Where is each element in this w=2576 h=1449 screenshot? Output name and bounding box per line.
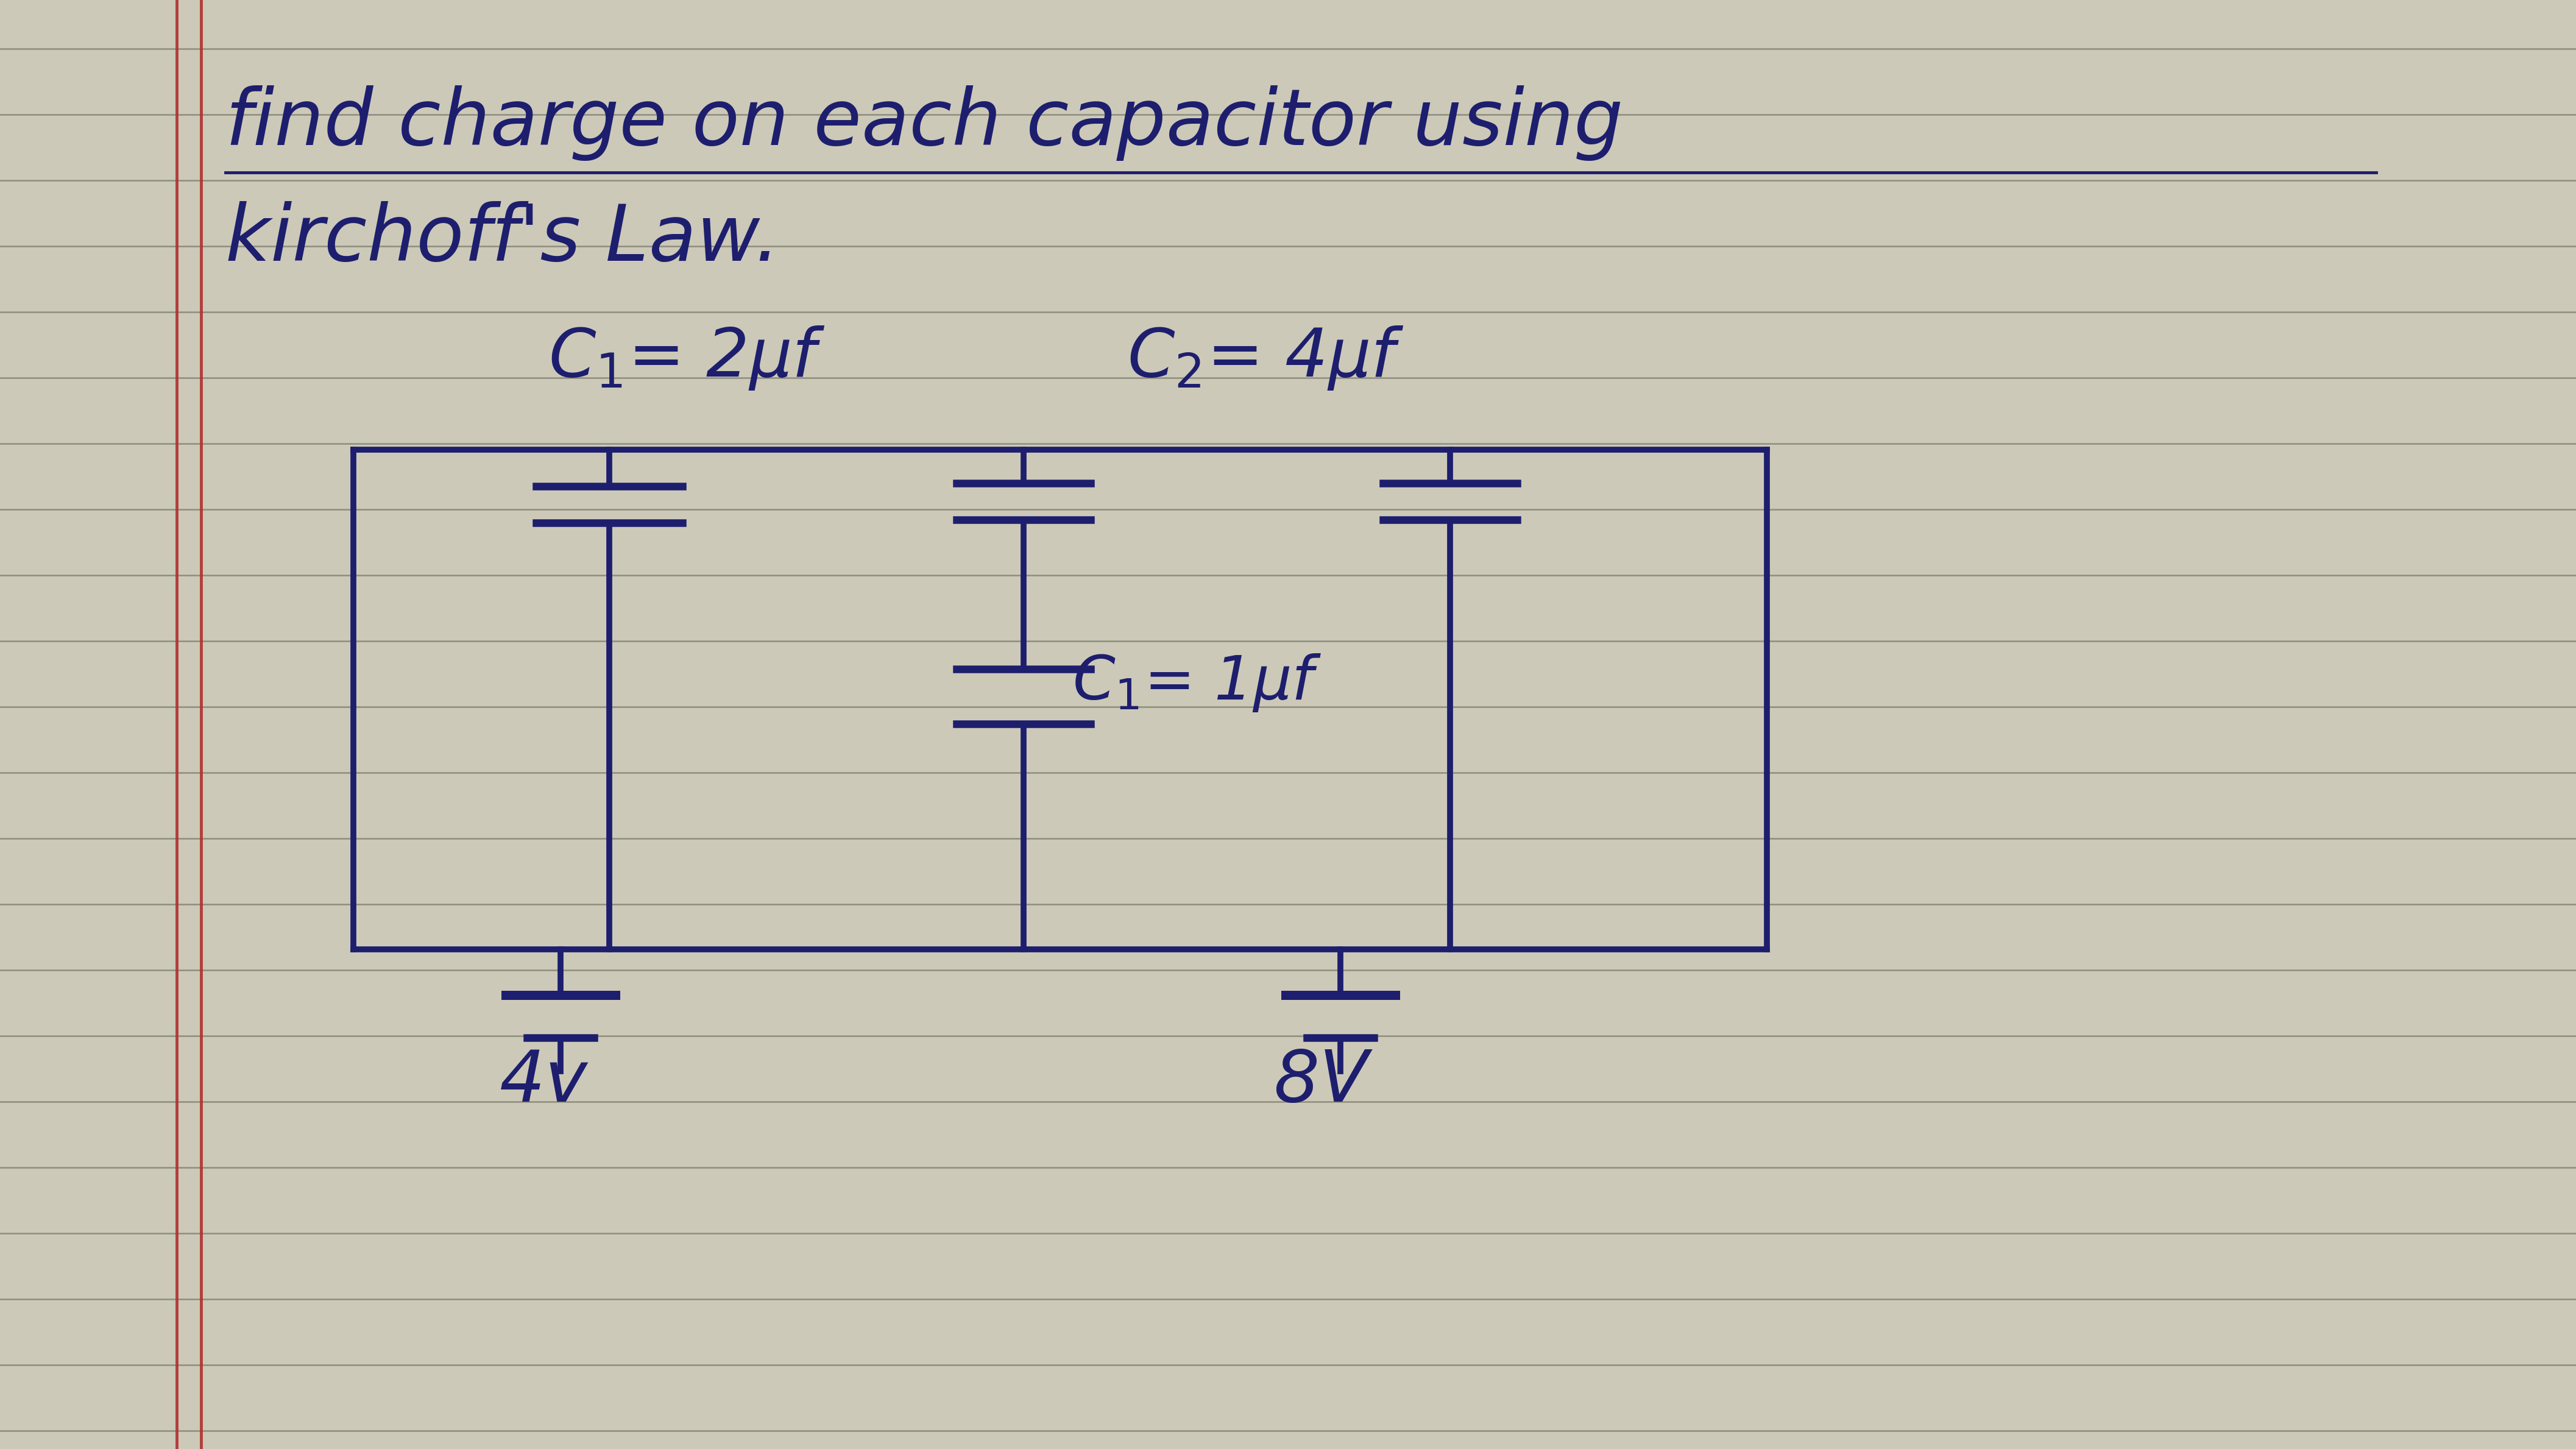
Text: $C_1$= 1$\mu$f: $C_1$= 1$\mu$f bbox=[1072, 652, 1321, 713]
Text: $C_2$= 4$\mu$f: $C_2$= 4$\mu$f bbox=[1128, 325, 1404, 391]
Text: find charge on each capacitor using: find charge on each capacitor using bbox=[227, 85, 1623, 161]
Text: kirchoff's Law.: kirchoff's Law. bbox=[227, 201, 781, 277]
Text: $C_1$= 2$\mu$f: $C_1$= 2$\mu$f bbox=[549, 325, 827, 391]
Text: 4v: 4v bbox=[500, 1046, 587, 1116]
Text: 8V: 8V bbox=[1273, 1046, 1368, 1116]
